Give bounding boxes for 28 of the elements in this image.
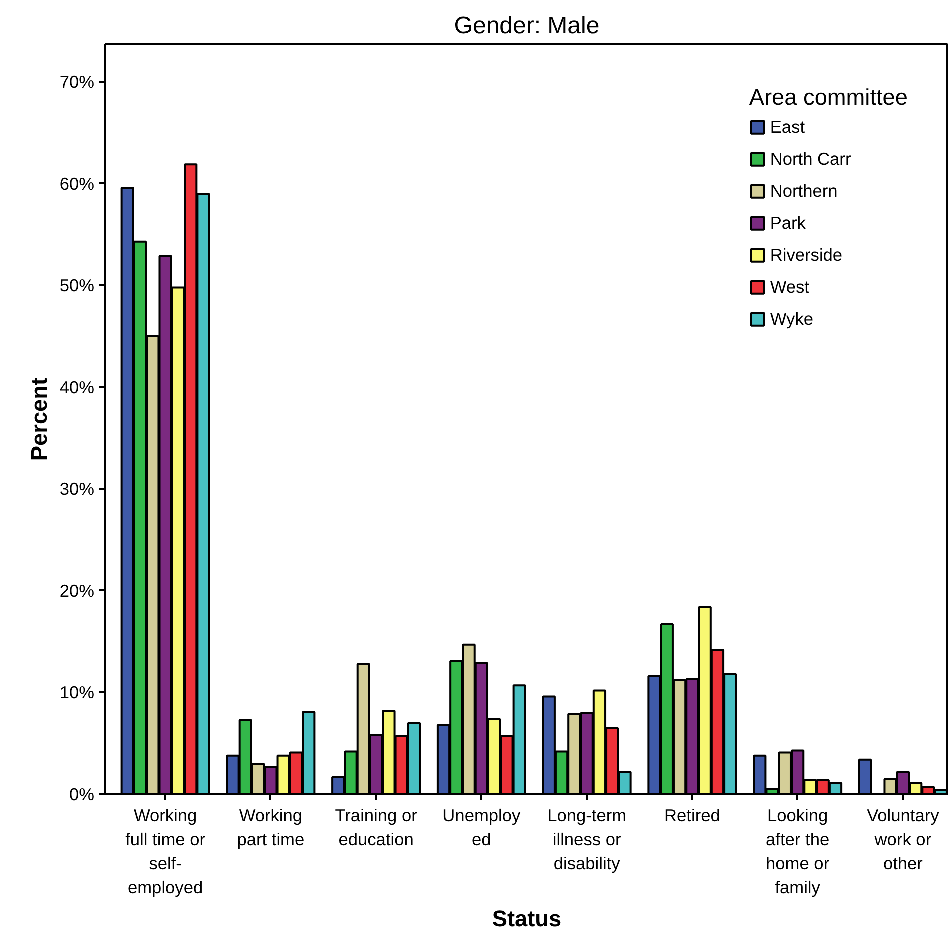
x-tick-label: Retired <box>664 806 720 826</box>
y-tick-label: 70% <box>60 72 95 92</box>
y-tick-label: 40% <box>60 377 95 398</box>
x-axis-title: Status <box>492 906 562 932</box>
legend-label: Northern <box>770 180 838 202</box>
x-tick-label: Working part time <box>237 806 305 850</box>
y-tick-label: 0% <box>69 784 94 804</box>
bar <box>858 758 872 794</box>
legend-label: West <box>770 276 810 298</box>
legend-label: Wyke <box>770 308 814 330</box>
x-tick-label: Long-term illness or disability <box>548 806 627 874</box>
y-tick-label: 60% <box>60 174 95 194</box>
legend-label: Riverside <box>770 244 843 266</box>
y-tick-label: 30% <box>60 479 95 500</box>
x-tick-label: Unemploy ed <box>442 806 522 850</box>
x-tick-label: Training or education <box>335 806 418 850</box>
x-tick-label: Looking after the home or family <box>766 806 830 898</box>
y-tick-label: 10% <box>60 682 95 703</box>
y-tick-label: 20% <box>60 580 95 601</box>
y-axis-title: Percent <box>26 377 52 462</box>
legend-label: North Carr <box>770 148 852 170</box>
legend-label: Park <box>770 212 806 234</box>
x-tick-label: Working full time or self- employed <box>126 806 206 898</box>
legend-title: Area committee <box>749 84 908 111</box>
y-tick-label: 50% <box>60 276 95 296</box>
legend-label: East <box>770 116 806 138</box>
x-tick-label: Voluntary work or other <box>867 806 940 874</box>
chart-title: Gender: Male <box>454 12 600 40</box>
